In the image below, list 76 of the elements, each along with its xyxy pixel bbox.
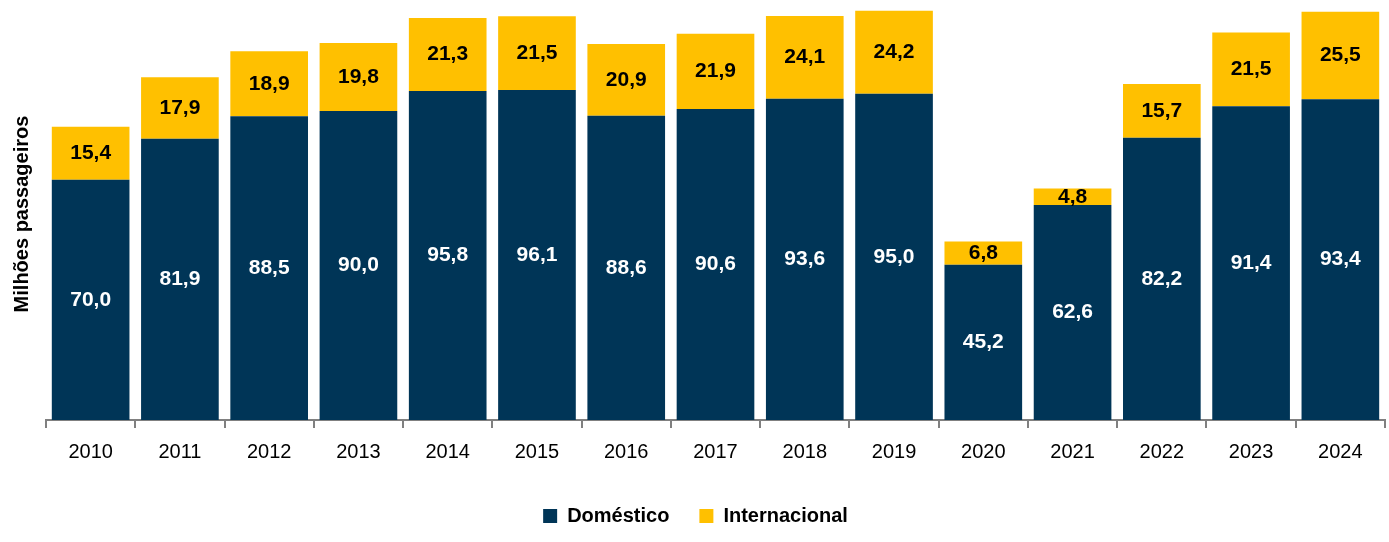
bar [1301,11,1380,100]
x-tick-label: 2012 [246,439,292,462]
bar [855,93,933,420]
data-label: 82,2 [1141,265,1183,289]
bar [944,264,1023,420]
data-label: 93,6 [784,246,826,270]
bar [408,91,487,420]
data-label: 88,6 [605,254,647,278]
data-label: 19,8 [338,63,380,87]
data-label: 21,3 [427,41,469,65]
bar [1123,137,1201,420]
data-label: 24,1 [784,44,826,68]
data-label: 21,9 [695,58,736,82]
bar [141,77,219,139]
bar [230,51,308,117]
data-label: 81,9 [159,266,201,290]
data-label: 25,5 [1319,42,1362,66]
bar [676,33,755,109]
bar [676,108,755,420]
data-label: 17,9 [159,94,201,118]
data-label: 20,9 [605,66,647,90]
bar [587,115,666,420]
bar [141,138,219,420]
data-label: 62,6 [1052,299,1093,323]
data-label: 18,9 [248,70,290,94]
bar [319,111,398,420]
data-label: 90,0 [338,252,379,276]
x-tick-label: 2017 [693,439,738,462]
bar [1123,83,1201,138]
bar [1301,99,1380,420]
legend-label: Internacional [723,503,848,526]
bar [1212,32,1290,107]
x-tick-label: 2020 [961,439,1006,462]
x-tick-label: 2019 [871,439,917,462]
data-label: 88,5 [248,254,290,278]
legend-label: Doméstico [567,503,670,526]
x-tick-label: 2024 [1318,439,1363,462]
data-label: 4,8 [1057,183,1088,207]
bar [587,44,666,116]
x-tick-label: 2022 [1139,439,1185,462]
data-label: 93,4 [1319,246,1362,270]
bar [408,17,487,92]
bar [319,43,398,111]
data-label: 24,2 [873,39,915,63]
x-tick-label: 2015 [514,439,560,462]
x-tick-label: 2014 [425,439,470,462]
data-label: 70,0 [70,286,112,310]
data-label: 15,4 [70,140,112,164]
data-label: 91,4 [1230,249,1272,273]
bar [855,10,933,94]
bar [1033,205,1112,420]
data-label: 96,1 [516,241,558,265]
x-tick-label: 2016 [603,439,649,462]
data-label: 21,5 [516,39,558,63]
x-tick-label: 2010 [68,439,113,462]
bar [51,179,130,420]
x-tick-label: 2013 [336,439,381,462]
bar [498,90,576,420]
bar [765,98,844,420]
bar [230,116,308,420]
data-label: 95,0 [873,243,915,267]
x-tick-label: 2011 [158,439,202,462]
data-label: 15,7 [1141,97,1183,121]
bar [51,126,130,180]
bar [498,16,576,91]
data-label: 6,8 [968,239,999,263]
y-axis-title: Milhões passageiros [9,115,32,313]
bar [765,15,844,99]
x-tick-label: 2021 [1050,439,1095,462]
bar [1212,106,1290,420]
x-tick-label: 2023 [1228,439,1274,462]
data-label: 21,5 [1230,56,1272,80]
data-label: 90,6 [695,251,736,275]
x-tick-label: 2018 [782,439,828,462]
data-label: 45,2 [962,329,1004,353]
data-label: 95,8 [427,242,469,266]
